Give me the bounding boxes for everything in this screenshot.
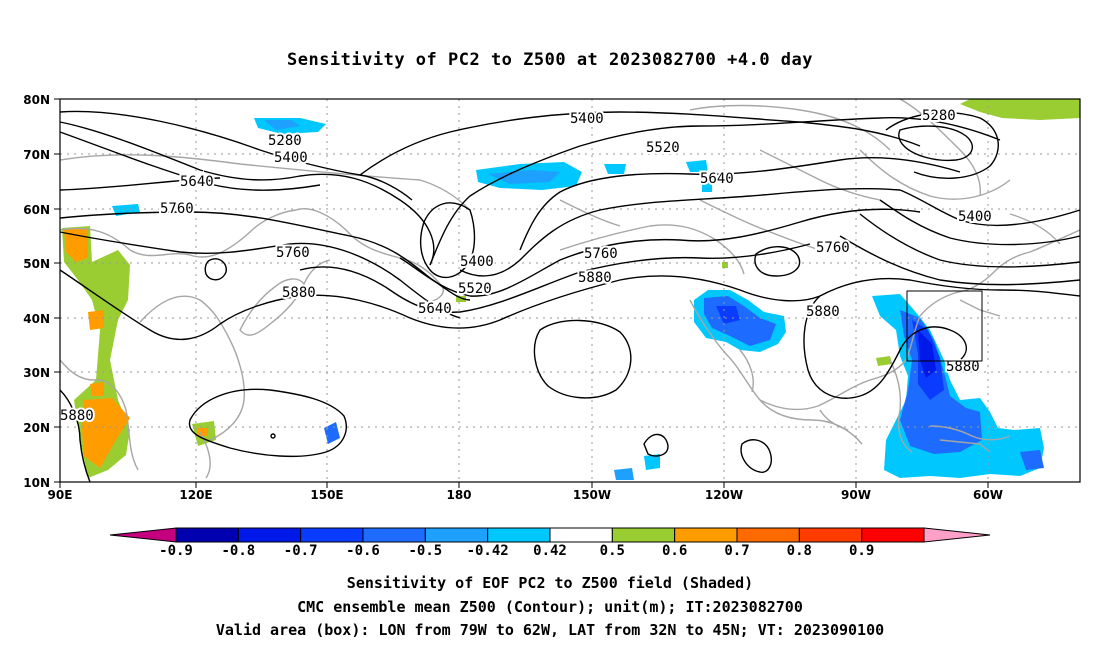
colorbar-swatch <box>175 527 239 543</box>
valid-area-box <box>906 290 983 362</box>
latitude-labels: 80N 70N 60N 50N 40N 30N 20N 10N <box>23 93 50 490</box>
shade-asia-orange-4 <box>90 382 104 396</box>
lon-label-120e: 120E <box>179 488 212 502</box>
lat-label-80n: 80N <box>23 93 50 107</box>
colorbar-tick-label: 0.7 <box>724 543 750 559</box>
colorbar-tick-label: 0.9 <box>849 543 875 559</box>
contour-label: 5520 <box>646 140 680 156</box>
contour-label: 5880 <box>578 270 612 286</box>
contour-label: 5400 <box>460 254 494 270</box>
lat-label-60n: 60N <box>23 203 50 217</box>
colorbar-swatch <box>424 527 489 543</box>
colorbar-tick-label: 0.6 <box>662 543 688 559</box>
colorbar-tick-label: -0.9 <box>159 543 193 559</box>
lon-label-60w: 60W <box>973 488 1003 502</box>
lon-label-90w: 90W <box>841 488 871 502</box>
contour-label: 5280 <box>268 133 302 149</box>
colorbar-swatch <box>549 527 613 543</box>
contour-label: 5640 <box>418 301 452 317</box>
contour-label: 5400 <box>570 111 604 127</box>
colorbar-swatch <box>300 527 364 543</box>
lon-label-180: 180 <box>446 488 471 502</box>
colorbar-tick-label: -0.6 <box>346 543 380 559</box>
colorbar-swatch <box>237 527 302 543</box>
contour-label: 5880 <box>60 408 94 424</box>
colorbar-swatch <box>362 527 426 543</box>
colorbar-tick-label: 0.5 <box>599 543 625 559</box>
colorbar-swatch <box>861 527 925 543</box>
z500-contours <box>59 110 1081 483</box>
colorbar-swatch <box>798 527 863 543</box>
contour-labels: 5280 5280 5400 5400 5400 5400 5520 5520 … <box>58 106 994 426</box>
lat-label-50n: 50N <box>23 257 50 271</box>
colorbar-swatch <box>674 527 738 543</box>
contour-label: 5760 <box>584 246 618 262</box>
caption-shaded: Sensitivity of EOF PC2 to Z500 field (Sh… <box>346 574 754 592</box>
lon-label-150w: 150W <box>573 488 611 502</box>
latitude-axis <box>54 98 60 483</box>
colorbar <box>109 527 991 543</box>
colorbar-tick-label: -0.8 <box>221 543 256 559</box>
contour-label: 5760 <box>816 240 850 256</box>
map-panel: 5280 5280 5400 5400 5400 5400 5520 5520 … <box>58 98 1081 483</box>
chart-title: Sensitivity of PC2 to Z500 at 2023082700… <box>286 50 813 70</box>
shade-asia-orange-2 <box>88 310 104 330</box>
contour-label: 5760 <box>160 201 194 217</box>
colorbar-tick-label: -0.42 <box>466 543 509 559</box>
colorbar-left-triangle <box>109 527 177 543</box>
lat-label-10n: 10N <box>23 476 50 490</box>
coastlines <box>59 98 1081 479</box>
shade-asia-orange-3 <box>82 398 130 468</box>
contour-label: 5880 <box>946 359 980 375</box>
contour-label: 5520 <box>458 281 492 297</box>
lon-label-90e: 90E <box>48 488 73 502</box>
lon-label-150e: 150E <box>310 488 343 502</box>
colorbar-swatch <box>487 527 551 543</box>
map-frame <box>59 98 1081 483</box>
contour-label: 5400 <box>274 150 308 166</box>
colorbar-swatch <box>736 527 800 543</box>
contour-label: 5880 <box>282 285 316 301</box>
lat-label-70n: 70N <box>23 148 50 162</box>
lat-label-40n: 40N <box>23 312 50 326</box>
lat-label-20n: 20N <box>23 421 50 435</box>
colorbar-labels: -0.9 -0.8 -0.7 -0.6 -0.5 -0.42 0.42 0.5 0.6 0.7 0.… <box>0 543 1100 561</box>
colorbar-tick-label: -0.7 <box>283 543 318 559</box>
colorbar-tick-label: -0.5 <box>408 543 443 559</box>
colorbar-tick-label: 0.8 <box>786 543 812 559</box>
lat-label-30n: 30N <box>23 366 50 380</box>
lon-label-120w: 120W <box>705 488 743 502</box>
contour-label: 5880 <box>806 304 840 320</box>
colorbar-right-triangle <box>923 527 991 543</box>
contour-label: 5760 <box>276 245 310 261</box>
contour-label: 5400 <box>958 209 992 225</box>
shade-greenland <box>960 99 1080 120</box>
colorbar-tick-label: 0.42 <box>533 543 567 559</box>
contour-label: 5640 <box>700 171 734 187</box>
longitude-axis <box>59 482 989 488</box>
colorbar-swatch <box>611 527 676 543</box>
caption-valid-area: Valid area (box): LON from 79W to 62W, L… <box>215 621 885 639</box>
longitude-labels: 90E 120E 150E 180 150W 120W 90W 60W <box>48 488 1003 502</box>
contour-label: 5280 <box>922 108 956 124</box>
contour-label: 5640 <box>180 174 214 190</box>
caption-contour: CMC ensemble mean Z500 (Contour); unit(m… <box>297 598 803 616</box>
sensitivity-shading <box>62 99 1080 480</box>
